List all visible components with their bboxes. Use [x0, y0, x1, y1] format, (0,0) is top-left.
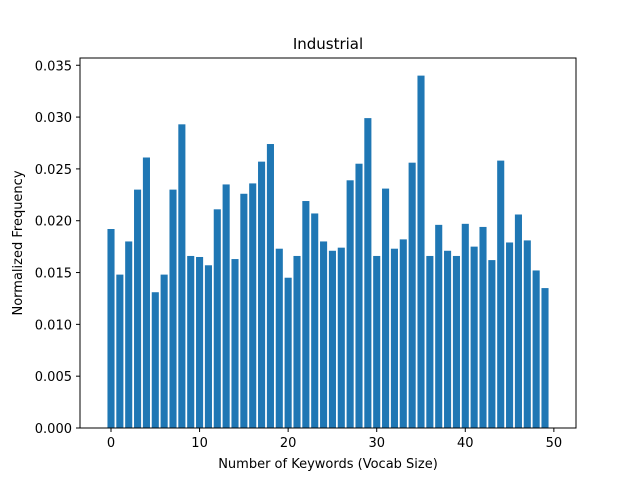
bar-24: [320, 241, 328, 428]
bar-9: [187, 255, 195, 428]
bar-45: [506, 242, 514, 428]
x-tick-label: 30: [368, 436, 385, 451]
chart-title: Industrial: [293, 35, 363, 53]
bar-3: [134, 189, 142, 428]
bar-26: [337, 247, 345, 428]
x-tick-label: 10: [191, 436, 208, 451]
y-tick-label: 0.035: [35, 59, 72, 74]
bar-8: [178, 124, 186, 428]
bar-14: [231, 259, 239, 428]
bar-48: [532, 270, 540, 428]
bar-16: [249, 183, 257, 428]
y-tick-label: 0.005: [35, 370, 72, 385]
bar-35: [417, 75, 425, 429]
bar-36: [426, 255, 434, 428]
x-tick-label: 40: [457, 436, 474, 451]
bar-15: [240, 193, 248, 428]
bar-43: [488, 260, 496, 428]
bar-0: [107, 229, 115, 428]
bar-19: [275, 248, 283, 428]
y-axis-ticks: 0.000 0.005 0.010 0.015 0.020 0.025 0.030 0.035: [35, 59, 80, 437]
x-tick-label: 0: [107, 436, 115, 451]
bar-34: [408, 162, 416, 428]
bar-11: [204, 265, 212, 428]
bar-20: [284, 277, 292, 428]
bar-1: [116, 274, 124, 428]
y-tick-label: 0.010: [35, 318, 72, 333]
bar-32: [390, 248, 398, 428]
y-tick-label: 0.030: [35, 111, 72, 126]
bar-28: [355, 163, 363, 428]
bar-49: [541, 288, 549, 428]
bar-27: [346, 180, 354, 428]
bar-44: [497, 160, 505, 429]
bar-38: [444, 250, 452, 428]
bar-29: [364, 118, 372, 429]
bar-23: [311, 213, 319, 428]
bar-40: [461, 223, 469, 428]
bar-6: [160, 274, 168, 428]
bar-39: [452, 255, 460, 428]
y-tick-label: 0.020: [35, 215, 72, 230]
bar-22: [302, 201, 310, 428]
bar-30: [373, 255, 381, 428]
bar-46: [514, 214, 522, 428]
bar-25: [328, 250, 336, 428]
bar-18: [266, 144, 274, 428]
bar-31: [382, 188, 390, 428]
bar-13: [222, 184, 230, 428]
y-tick-label: 0.025: [35, 163, 72, 178]
x-tick-label: 20: [280, 436, 297, 451]
bar-21: [293, 255, 301, 428]
bar-5: [151, 292, 159, 428]
bar-12: [213, 209, 221, 428]
x-axis-ticks: 0 10 20 30 40 50: [107, 428, 562, 451]
bar-2: [125, 241, 133, 428]
y-tick-label: 0.015: [35, 267, 72, 282]
bar-33: [399, 239, 407, 428]
x-tick-label: 50: [546, 436, 563, 451]
bars-group: [107, 75, 549, 429]
bar-47: [523, 240, 531, 428]
y-axis-label: Normalized Frequency: [11, 170, 26, 315]
bar-42: [479, 226, 487, 428]
bar-17: [258, 161, 266, 428]
bar-41: [470, 246, 478, 428]
bar-7: [169, 189, 177, 428]
bar-10: [196, 256, 204, 428]
plot-frame: [79, 57, 577, 429]
bar-4: [142, 157, 150, 428]
bar-37: [435, 224, 443, 428]
y-tick-label: 0.000: [35, 422, 72, 437]
x-axis-label: Number of Keywords (Vocab Size): [218, 457, 438, 472]
